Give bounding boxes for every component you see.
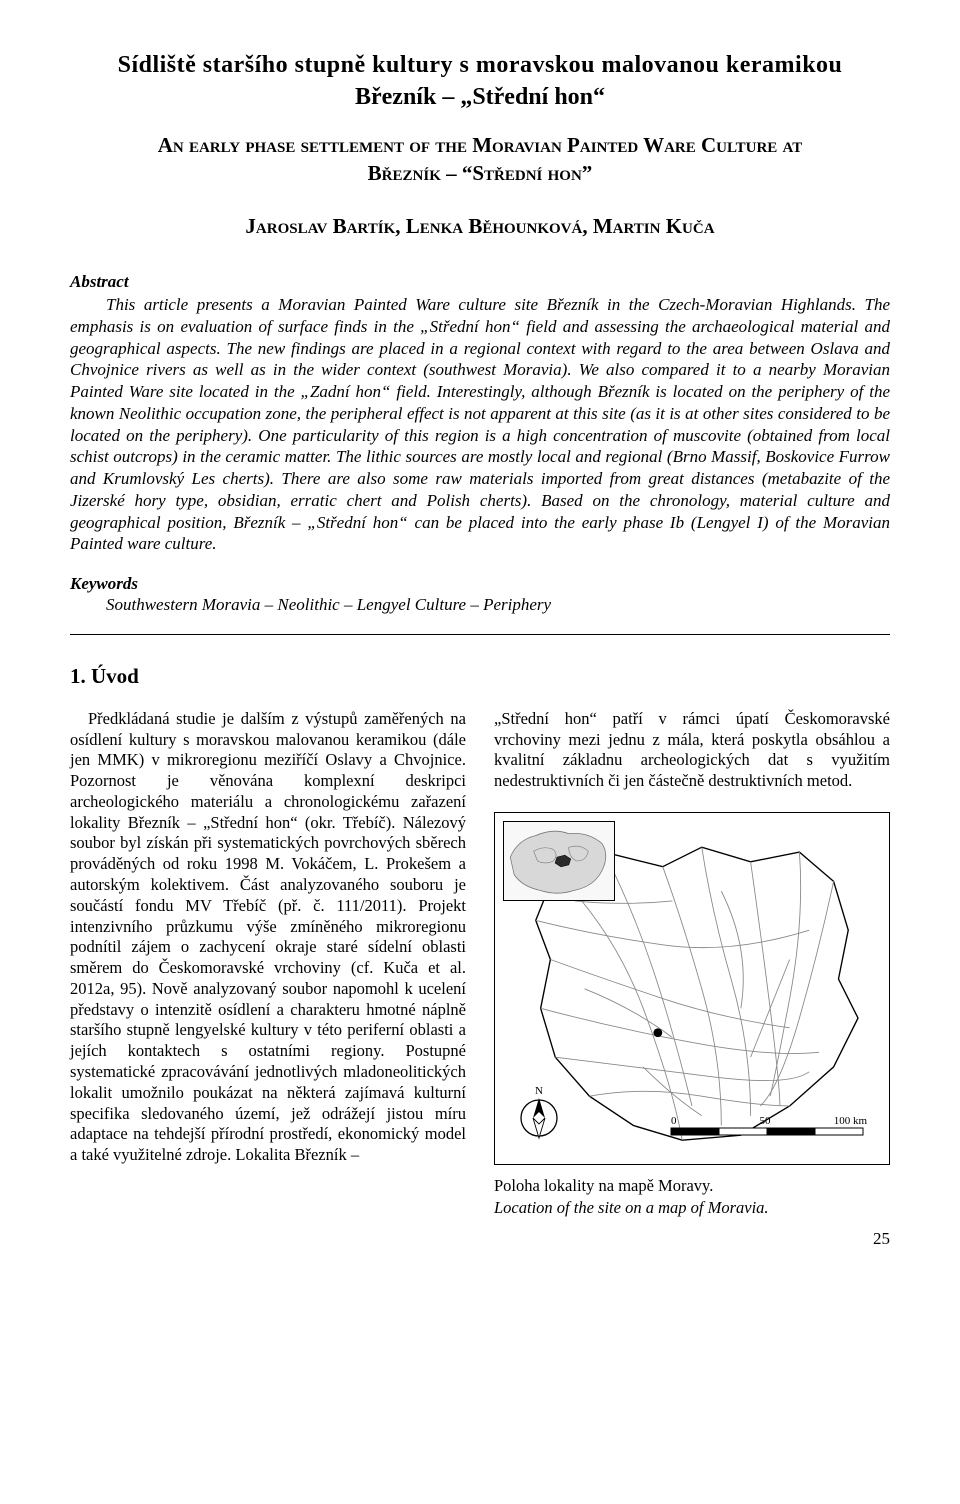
- map-figure: N 0 50 100 km: [494, 812, 890, 1166]
- abstract-block: Abstract This article presents a Moravia…: [70, 271, 890, 555]
- abstract-label: Abstract: [70, 271, 890, 292]
- compass-icon: N: [517, 1084, 561, 1140]
- intro-paragraph-right: „Střední hon“ patří v rámci úpatí Českom…: [494, 709, 890, 792]
- section-heading: 1. Úvod: [70, 663, 890, 689]
- column-left: Předkládaná studie je dalším z výstupů z…: [70, 709, 466, 1219]
- scale-max: 100 km: [834, 1115, 868, 1127]
- caption-english: Location of the site on a map of Moravia…: [494, 1198, 769, 1217]
- two-column-body: Předkládaná studie je dalším z výstupů z…: [70, 709, 890, 1219]
- scale-mid: 50: [760, 1115, 772, 1127]
- title-english-line1: An early phase settlement of the Moravia…: [70, 132, 890, 158]
- title-english-line2: Březník – “Střední hon”: [70, 160, 890, 186]
- caption-czech: Poloha lokality na mapě Moravy.: [494, 1176, 713, 1195]
- keywords-text: Southwestern Moravia – Neolithic – Lengy…: [70, 594, 890, 615]
- divider: [70, 634, 890, 635]
- intro-paragraph-left: Předkládaná studie je dalším z výstupů z…: [70, 709, 466, 1166]
- map-inset-europe: [503, 821, 615, 901]
- abstract-text: This article presents a Moravian Painted…: [70, 294, 890, 555]
- page-number: 25: [70, 1228, 890, 1249]
- scale-bar: 0 50 100 km: [669, 1114, 869, 1140]
- authors: Jaroslav Bartík, Lenka Běhounková, Marti…: [70, 213, 890, 239]
- keywords-label: Keywords: [70, 573, 890, 594]
- title-block: Sídliště staršího stupně kultury s morav…: [70, 50, 890, 239]
- keywords-block: Keywords Southwestern Moravia – Neolithi…: [70, 573, 890, 616]
- title-czech-line2: Březník – „Střední hon“: [70, 82, 890, 112]
- column-right: „Střední hon“ patří v rámci úpatí Českom…: [494, 709, 890, 1219]
- scale-zero: 0: [671, 1115, 677, 1127]
- compass-n-label: N: [535, 1085, 543, 1097]
- title-czech-line1: Sídliště staršího stupně kultury s morav…: [70, 50, 890, 80]
- figure-caption: Poloha lokality na mapě Moravy. Location…: [494, 1175, 890, 1218]
